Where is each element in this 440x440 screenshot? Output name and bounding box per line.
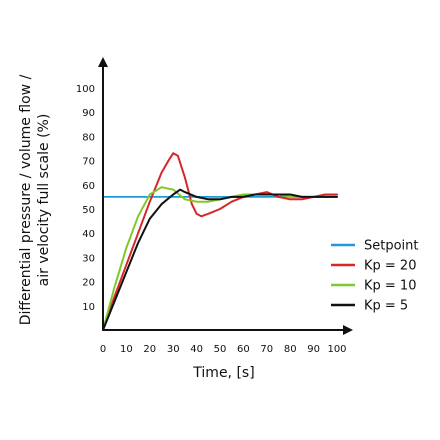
y-tick-label: 50 [82,205,95,216]
y-tick-label: 100 [76,84,95,95]
legend-label: Kp = 10 [364,279,416,294]
x-tick-label: 10 [120,344,133,355]
series-line-kp-5 [102,188,338,331]
x-axis-arrowhead [343,325,353,335]
x-tick-label: 100 [327,344,346,355]
y-axis-title-line-2: air velocity full scale (%) [36,114,52,287]
y-tick-label: 80 [82,132,95,143]
legend-label: Kp = 5 [364,299,408,314]
x-axis-title: Time, [s] [192,365,254,381]
y-tick-label: 60 [82,181,95,192]
x-tick-label: 70 [260,344,273,355]
x-tick-label: 90 [307,344,320,355]
x-tick-label: 30 [167,344,180,355]
x-tick-label: 20 [143,344,156,355]
y-tick-label: 40 [82,229,95,240]
y-tick-label: 30 [82,253,95,264]
x-tick-label: 60 [237,344,250,355]
y-tick-label: 70 [82,157,95,168]
legend: Setpoint Kp = 20 Kp = 10 Kp = 5 [331,239,419,314]
x-tick-label: 40 [190,344,203,355]
y-axis-title-line-1: Differential pressure / volume flow / [18,74,34,325]
legend-label: Setpoint [364,239,419,254]
x-tick-label: 0 [100,344,106,355]
x-tick-label: 50 [214,344,227,355]
legend-label: Kp = 20 [364,259,416,274]
series-line-kp-20 [102,152,338,331]
y-axis-title: Differential pressure / volume flow / ai… [18,74,52,325]
x-tick-label: 80 [284,344,297,355]
y-tick-label: 90 [82,108,95,119]
plot-area: 0 10 20 30 40 50 60 70 80 90 100 10 20 30 40 50 60 70 80 90… [76,57,353,355]
y-tick-label: 20 [82,278,95,289]
y-tick-label: 10 [82,302,95,313]
y-axis-arrowhead [98,57,108,67]
